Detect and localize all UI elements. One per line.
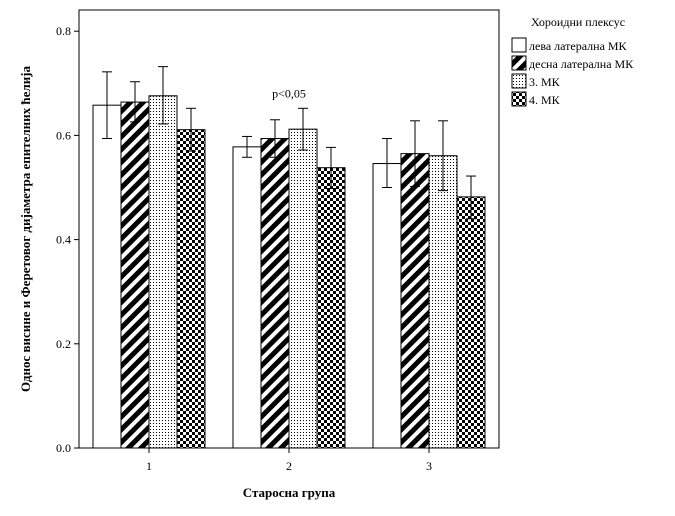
bar (372, 163, 402, 449)
bar (148, 95, 178, 449)
bars (92, 95, 486, 449)
bar (120, 101, 150, 449)
legend-swatch (511, 55, 527, 71)
x-axis-title: Старосна група (243, 485, 336, 500)
legend: Хороидни плексус лева латерална МК десна … (511, 15, 634, 107)
bar (400, 153, 430, 449)
x-axis: 1 2 3 (146, 448, 432, 473)
legend-swatch (511, 37, 527, 53)
legend-label: десна латерална МК (529, 57, 634, 71)
bar (176, 129, 206, 449)
annotation-text: p<0,05 (272, 87, 306, 101)
bar (456, 196, 486, 449)
y-tick-label: 0.6 (56, 128, 71, 142)
bar (288, 128, 318, 449)
y-tick-label: 0.4 (56, 233, 71, 247)
legend-label: 4. МК (529, 93, 561, 107)
annotations: p<0,05 (272, 87, 306, 101)
x-tick-label: 3 (426, 459, 432, 473)
x-tick-label: 2 (286, 459, 292, 473)
y-tick-label: 0.8 (56, 24, 71, 38)
bar (316, 167, 346, 449)
y-tick-label: 0.0 (56, 441, 71, 455)
x-tick-label: 1 (146, 459, 152, 473)
legend-swatch (511, 91, 527, 107)
legend-label: лева латерална МК (529, 39, 628, 53)
bar (260, 138, 290, 449)
y-axis: 0.0 0.2 0.4 0.6 0.8 (56, 24, 79, 455)
legend-label: 3. МК (529, 75, 561, 89)
y-tick-label: 0.2 (56, 337, 71, 351)
legend-swatch (511, 73, 527, 89)
legend-title: Хороидни плексус (531, 15, 625, 29)
error-bars (102, 66, 476, 220)
bar (92, 104, 122, 449)
bar (428, 155, 458, 449)
y-axis-title: Однос висине и Феретовог дијаметра епите… (18, 65, 33, 392)
bar (232, 146, 262, 449)
